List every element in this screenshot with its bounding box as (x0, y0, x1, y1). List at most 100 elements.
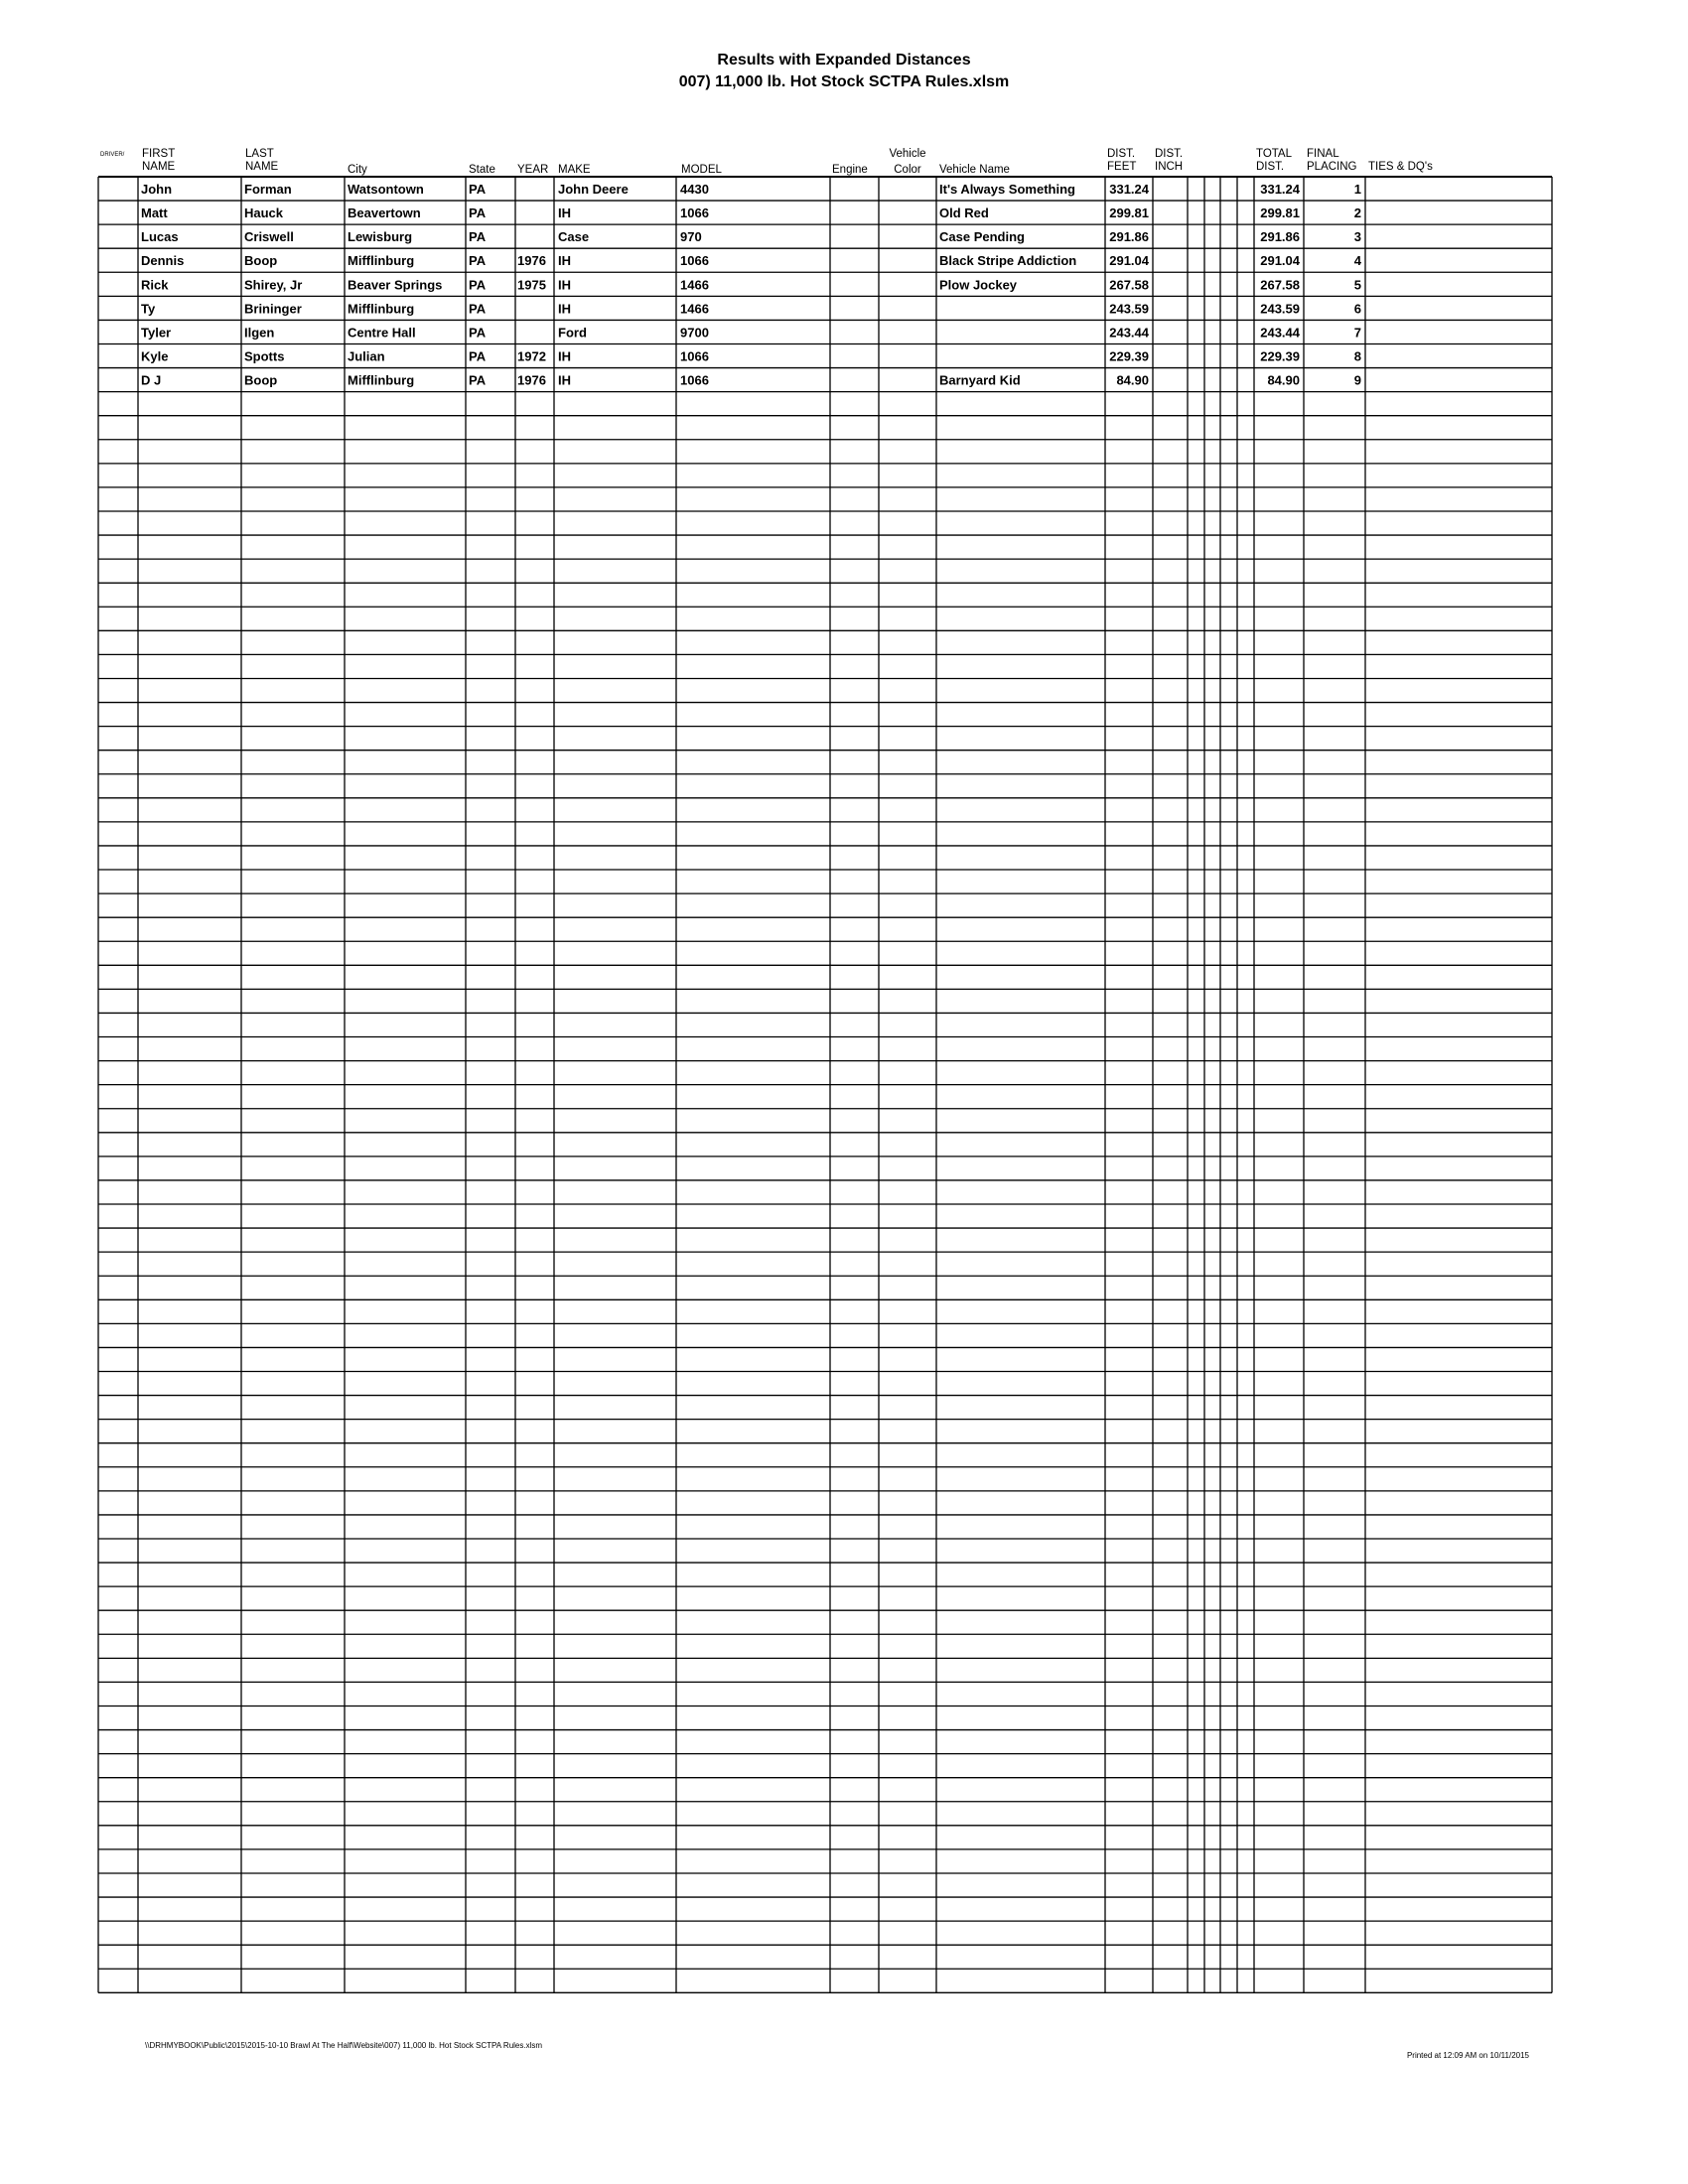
cell: 970 (680, 229, 702, 244)
cell: John Deere (558, 182, 629, 197)
cell: 3 (1354, 229, 1361, 244)
cell: 5 (1354, 277, 1361, 292)
cell: 8 (1354, 349, 1361, 364)
cell: John (141, 182, 172, 197)
header: State (469, 164, 495, 176)
cell: 1976 (517, 373, 546, 388)
cell: 291.04 (1109, 253, 1150, 268)
cell: PA (469, 205, 487, 220)
cell: PA (469, 325, 487, 340)
header: Engine (832, 164, 868, 176)
cell: Boop (244, 253, 277, 268)
header: TIES & DQ's (1368, 161, 1433, 173)
cell: 1066 (680, 205, 709, 220)
cell: 84.90 (1267, 373, 1300, 388)
cell: Brininger (244, 301, 302, 316)
cell: 6 (1354, 301, 1361, 316)
cell: IH (558, 373, 571, 388)
header: FIRST (142, 148, 175, 160)
cell: D J (141, 373, 161, 388)
header: City (348, 164, 367, 176)
cell: 1466 (680, 277, 709, 292)
header: FINAL (1307, 148, 1339, 160)
cell: Matt (141, 205, 168, 220)
cell: IH (558, 205, 571, 220)
cell: Hauck (244, 205, 284, 220)
header: TOTAL (1256, 148, 1293, 160)
cell: 291.86 (1109, 229, 1149, 244)
cell: 9 (1354, 373, 1361, 388)
header: MODEL (681, 164, 723, 176)
header: Vehicle Name (939, 164, 1010, 176)
cell: Kyle (141, 349, 168, 364)
cell: Lucas (141, 229, 179, 244)
cell: Boop (244, 373, 277, 388)
table-body: John Forman Watsontown PA John Deere 4430 It's… (141, 182, 1362, 388)
title: Results with Expanded Distances (717, 52, 970, 68)
cell: Old Red (939, 205, 989, 220)
cell: 299.81 (1109, 205, 1149, 220)
header: FEET (1107, 161, 1136, 173)
cell: 229.39 (1260, 349, 1300, 364)
cell: Plow Jockey (939, 277, 1018, 292)
cell: 1 (1354, 182, 1361, 197)
cell: Criswell (244, 229, 294, 244)
cell: 267.58 (1260, 277, 1300, 292)
cell: Julian (348, 349, 385, 364)
cell: Forman (244, 182, 292, 197)
cell: Watsontown (348, 182, 424, 197)
cell: 1066 (680, 373, 709, 388)
cell: Ford (558, 325, 587, 340)
cell: PA (469, 229, 487, 244)
cell: IH (558, 253, 571, 268)
table-grid (97, 176, 1553, 1993)
cell: Black Stripe Addiction (939, 253, 1076, 268)
cell: PA (469, 182, 487, 197)
cell: 1976 (517, 253, 546, 268)
cell: Beavertown (348, 205, 421, 220)
cell: 2 (1354, 205, 1361, 220)
header: Vehicle (889, 148, 925, 160)
cell: 299.81 (1260, 205, 1300, 220)
cell: 291.04 (1260, 253, 1301, 268)
cell: Mifflinburg (348, 373, 414, 388)
header: DRIVER/ (100, 152, 125, 158)
cell: 1972 (517, 349, 546, 364)
header: DIST. (1155, 148, 1183, 160)
header: NAME (142, 161, 176, 173)
header: DIST. (1107, 148, 1135, 160)
cell: 1066 (680, 253, 709, 268)
cell: 84.90 (1116, 373, 1149, 388)
cell: 9700 (680, 325, 709, 340)
cell: Case Pending (939, 229, 1025, 244)
cell: Rick (141, 277, 169, 292)
cell: Ilgen (244, 325, 274, 340)
header: Color (894, 164, 921, 176)
cell: 1066 (680, 349, 709, 364)
cell: 1975 (517, 277, 546, 292)
cell: PA (469, 277, 487, 292)
cell: 331.24 (1260, 182, 1301, 197)
cell: Beaver Springs (348, 277, 442, 292)
cell: IH (558, 301, 571, 316)
cell: 267.58 (1109, 277, 1149, 292)
file-path: \\DRHMYBOOK\Public\2015\2015-10-10 Brawl… (145, 2041, 542, 2050)
cell: 331.24 (1109, 182, 1150, 197)
header: MAKE (558, 164, 591, 176)
cell: 7 (1354, 325, 1361, 340)
cell: 243.44 (1109, 325, 1150, 340)
subtitle: 007) 11,000 lb. Hot Stock SCTPA Rules.xl… (679, 73, 1010, 90)
cell: Mifflinburg (348, 301, 414, 316)
cell: Ty (141, 301, 156, 316)
cell: Mifflinburg (348, 253, 414, 268)
cell: 243.44 (1260, 325, 1301, 340)
cell: PA (469, 301, 487, 316)
header: DIST. (1256, 161, 1284, 173)
cell: Tyler (141, 325, 171, 340)
cell: It's Always Something (939, 182, 1075, 197)
cell: 1466 (680, 301, 709, 316)
cell: Shirey, Jr (244, 277, 302, 292)
cell: 243.59 (1109, 301, 1149, 316)
header: INCH (1155, 161, 1183, 173)
